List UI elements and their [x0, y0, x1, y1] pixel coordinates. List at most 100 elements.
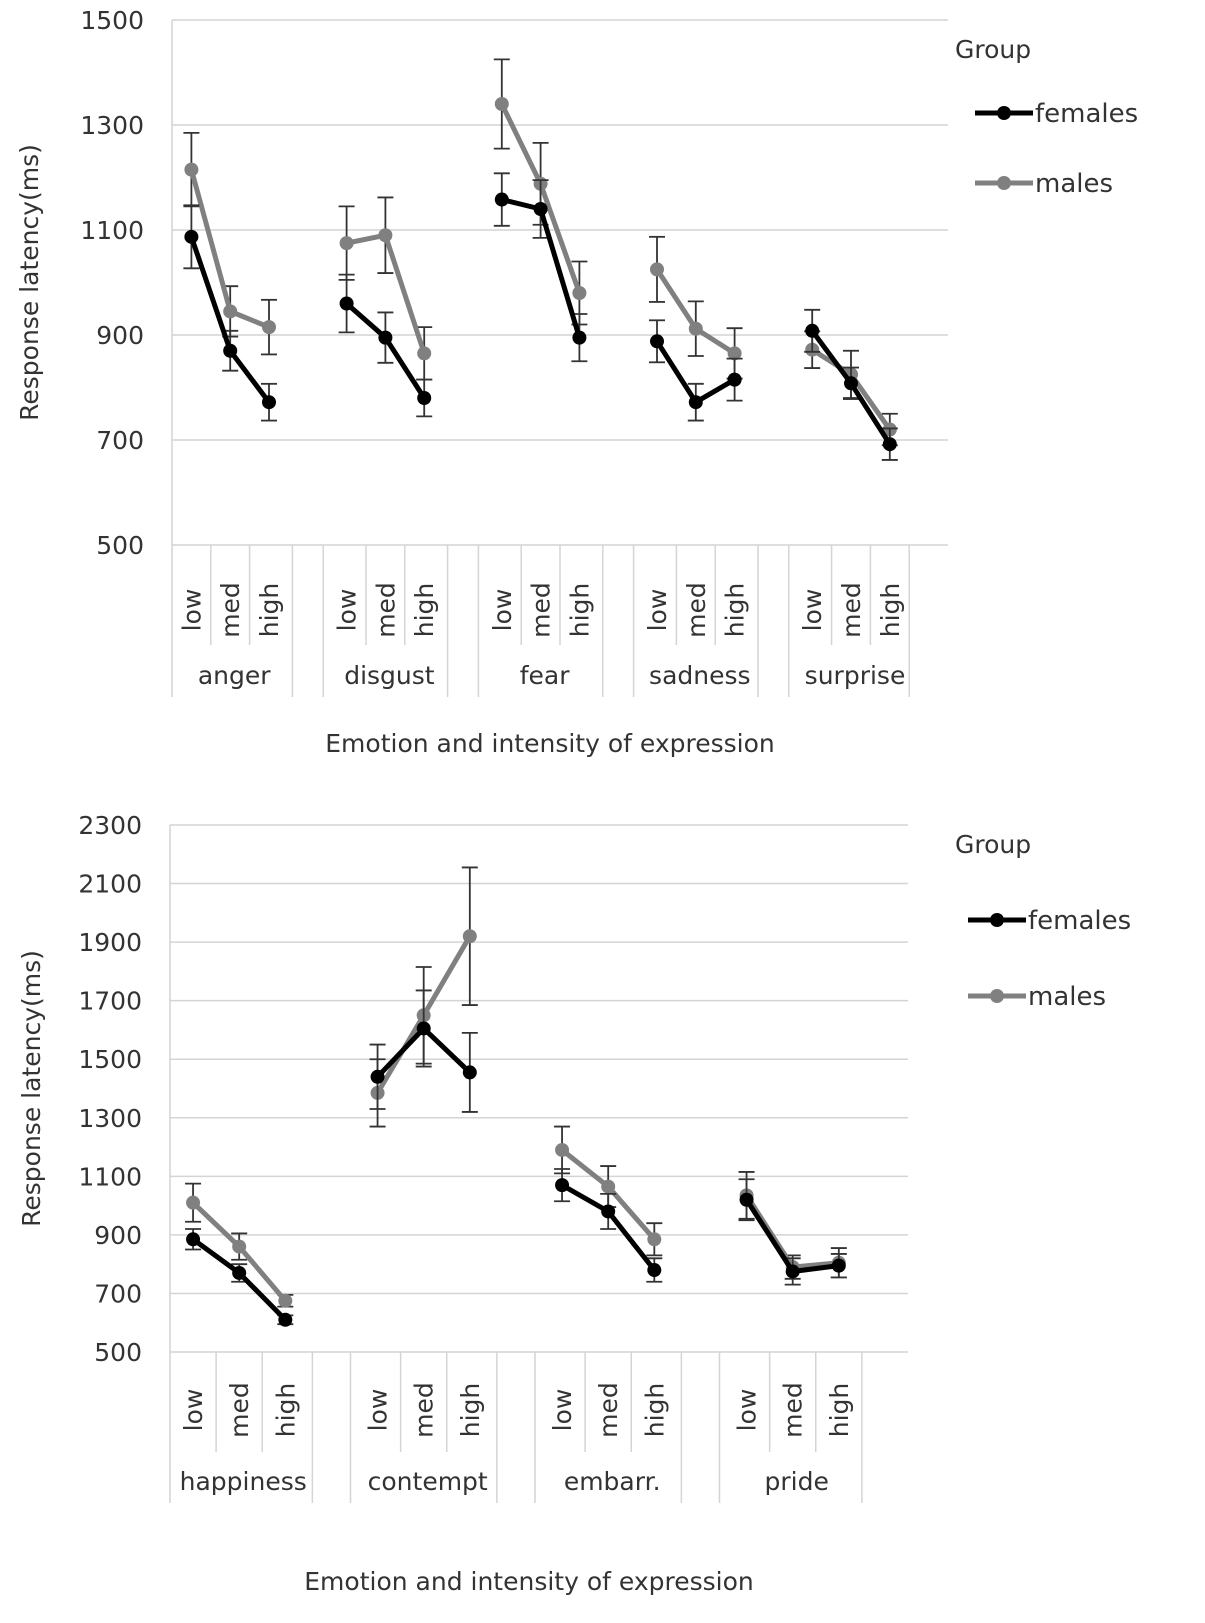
data-point	[688, 321, 703, 336]
y-tick-label: 1300	[78, 1104, 142, 1133]
series-males	[185, 866, 847, 1308]
legend-label: males	[1035, 169, 1113, 199]
y-tick-label: 700	[94, 1279, 142, 1308]
x-level-label: high	[825, 1383, 854, 1438]
x-group-label: disgust	[344, 661, 435, 690]
series-females	[185, 989, 847, 1327]
data-point	[232, 1265, 247, 1280]
x-level-label: high	[271, 1383, 300, 1438]
data-point	[223, 304, 238, 319]
x-group-label: happiness	[180, 1467, 307, 1496]
x-level-label: high	[255, 583, 284, 638]
x-level-label: med	[779, 1382, 808, 1438]
data-point	[555, 1178, 570, 1193]
data-point	[601, 1204, 616, 1219]
legend-label: females	[1035, 99, 1138, 129]
x-group-label: fear	[520, 661, 571, 690]
legend-title: Group	[955, 830, 1031, 859]
x-level-label: high	[410, 583, 439, 638]
data-point	[223, 343, 238, 358]
y-tick-label: 1100	[78, 1162, 142, 1191]
x-level-label: high	[876, 583, 905, 638]
x-level-label: med	[410, 1382, 439, 1438]
data-point	[462, 1065, 477, 1080]
data-point	[831, 1258, 846, 1273]
x-level-label: low	[733, 1389, 762, 1432]
x-group-label: embarr.	[564, 1467, 661, 1496]
x-axis-title: Emotion and intensity of expression	[325, 729, 775, 758]
x-level-label: low	[548, 1389, 577, 1432]
y-tick-label: 700	[96, 426, 144, 455]
data-point	[533, 202, 548, 216]
y-tick-label: 1500	[80, 6, 144, 35]
data-point	[494, 192, 509, 207]
y-tick-label: 900	[96, 321, 144, 350]
x-level-label: low	[643, 589, 672, 632]
x-level-label: med	[682, 582, 711, 638]
x-level-label: low	[333, 589, 362, 632]
data-point	[417, 346, 432, 361]
x-level-label: low	[798, 589, 827, 632]
x-axis-title: Emotion and intensity of expression	[304, 1567, 754, 1596]
legend-label: males	[1028, 982, 1106, 1012]
data-point	[650, 262, 664, 277]
data-point	[727, 372, 742, 387]
data-point	[278, 1312, 293, 1327]
data-point	[572, 330, 587, 345]
data-point	[370, 1069, 385, 1084]
y-tick-label: 1700	[78, 987, 142, 1016]
data-point	[186, 1232, 201, 1247]
data-point	[339, 236, 354, 251]
data-point	[739, 1192, 754, 1207]
data-point	[601, 1179, 616, 1194]
x-level-label: med	[371, 582, 400, 638]
y-tick-label: 900	[94, 1221, 142, 1250]
x-level-label: low	[488, 589, 517, 632]
y-tick-label: 1300	[80, 111, 144, 140]
data-point	[647, 1232, 662, 1247]
x-level-label: high	[721, 583, 750, 638]
data-point	[232, 1239, 247, 1254]
x-group-label: sadness	[649, 661, 751, 690]
x-level-label: med	[225, 1382, 254, 1438]
x-level-label: med	[527, 582, 556, 638]
x-level-label: med	[216, 582, 245, 638]
data-point	[555, 1142, 570, 1157]
series-males	[183, 58, 898, 447]
data-point	[262, 395, 276, 410]
data-point	[494, 97, 509, 111]
data-point	[844, 376, 858, 391]
x-group-label: anger	[198, 661, 271, 690]
data-point	[186, 1195, 201, 1210]
data-point	[378, 330, 393, 345]
data-point	[727, 346, 742, 361]
x-level-label: high	[456, 1383, 485, 1438]
series-line	[188, 168, 270, 330]
y-tick-label: 500	[94, 1338, 142, 1367]
data-point	[416, 1021, 431, 1036]
legend-marker	[990, 989, 1004, 1003]
y-tick-label: 500	[96, 531, 144, 560]
legend-marker	[997, 176, 1011, 190]
data-point	[785, 1264, 800, 1279]
x-group-label: pride	[765, 1467, 829, 1496]
data-point	[572, 286, 587, 300]
chart-top-svg: 500 700 900 1100 1300 1500 Response latency(ms…	[15, 6, 1138, 758]
x-level-label: low	[177, 589, 206, 632]
legend-marker	[990, 913, 1004, 927]
y-axis-title: Response latency(ms)	[15, 144, 44, 421]
data-point	[262, 320, 276, 335]
x-level-label: high	[565, 583, 594, 638]
x-group-label: contempt	[368, 1467, 488, 1496]
chart-bottom-svg: 500 700 900 1100 1300 1500 1700 1900 2100 2300 Res…	[17, 811, 1131, 1596]
x-level-label: low	[364, 1389, 393, 1432]
y-tick-label: 1100	[80, 216, 144, 245]
x-level-label: high	[640, 1383, 669, 1438]
y-tick-label: 1500	[78, 1045, 142, 1074]
data-point	[339, 296, 354, 311]
x-group-label: surprise	[805, 661, 906, 690]
data-point	[278, 1293, 293, 1308]
series-females	[183, 172, 898, 461]
legend-marker	[997, 106, 1011, 120]
y-axis-title: Response latency(ms)	[17, 950, 46, 1227]
